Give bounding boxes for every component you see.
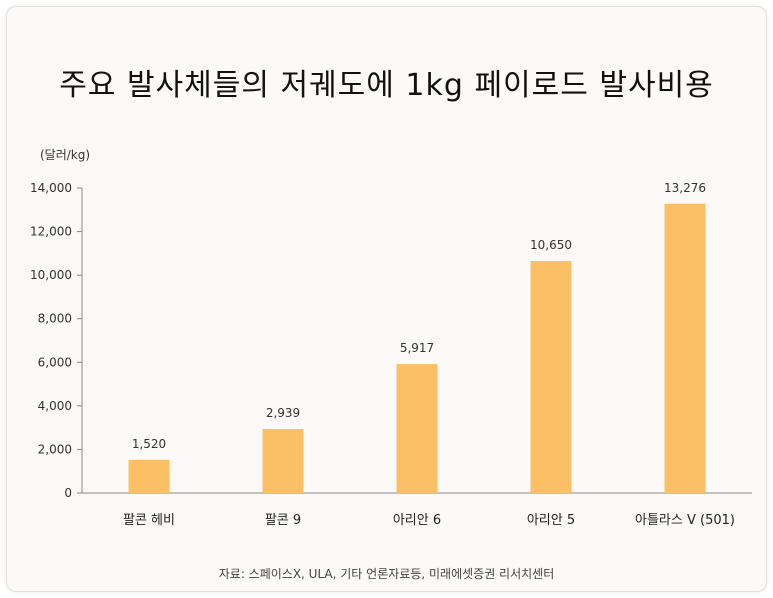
x-category-label: 아리안 6	[393, 513, 441, 528]
x-category-label: 팔콘 헤비	[123, 513, 175, 528]
y-tick-label: 6,000	[38, 355, 72, 369]
x-category-label: 아리안 5	[527, 513, 575, 528]
data-label: 1,520	[132, 437, 166, 451]
slide-frame	[6, 6, 767, 592]
x-category-label: 팔콘 9	[265, 513, 301, 528]
y-tick-label: 14,000	[30, 181, 72, 195]
y-tick-label: 4,000	[38, 399, 72, 413]
y-tick-label: 2,000	[38, 442, 72, 456]
x-category-label: 아틀라스 V (501)	[635, 513, 735, 528]
bar	[128, 459, 170, 493]
bar	[530, 260, 572, 493]
chart-title: 주요 발사체들의 저궤도에 1kg 페이로드 발사비용	[59, 68, 714, 103]
bars	[128, 203, 706, 493]
source-note: 자료: 스페이스X, ULA, 기타 언론자료등, 미래에셋증권 리서치센터	[218, 567, 555, 581]
y-tick-label: 8,000	[38, 312, 72, 326]
data-label: 10,650	[530, 238, 572, 252]
y-axis-unit-label: (달러/kg)	[40, 148, 91, 162]
labels: 1,520 팔콘 헤비 2,939 팔콘 9 5,917 아리안 6 10,650 아리안 5…	[123, 181, 735, 528]
data-label: 13,276	[664, 181, 706, 195]
data-label: 2,939	[266, 406, 300, 420]
y-tick-label: 12,000	[30, 225, 72, 239]
axes: 0 2,000 4,000 6,000 8,000 10,000 12,000 14,000	[30, 181, 752, 500]
data-label: 5,917	[400, 341, 434, 355]
y-tick-label: 0	[64, 486, 72, 500]
y-tick-label: 10,000	[30, 268, 72, 282]
bar	[396, 364, 438, 493]
bar	[664, 203, 706, 493]
bar	[262, 428, 304, 493]
